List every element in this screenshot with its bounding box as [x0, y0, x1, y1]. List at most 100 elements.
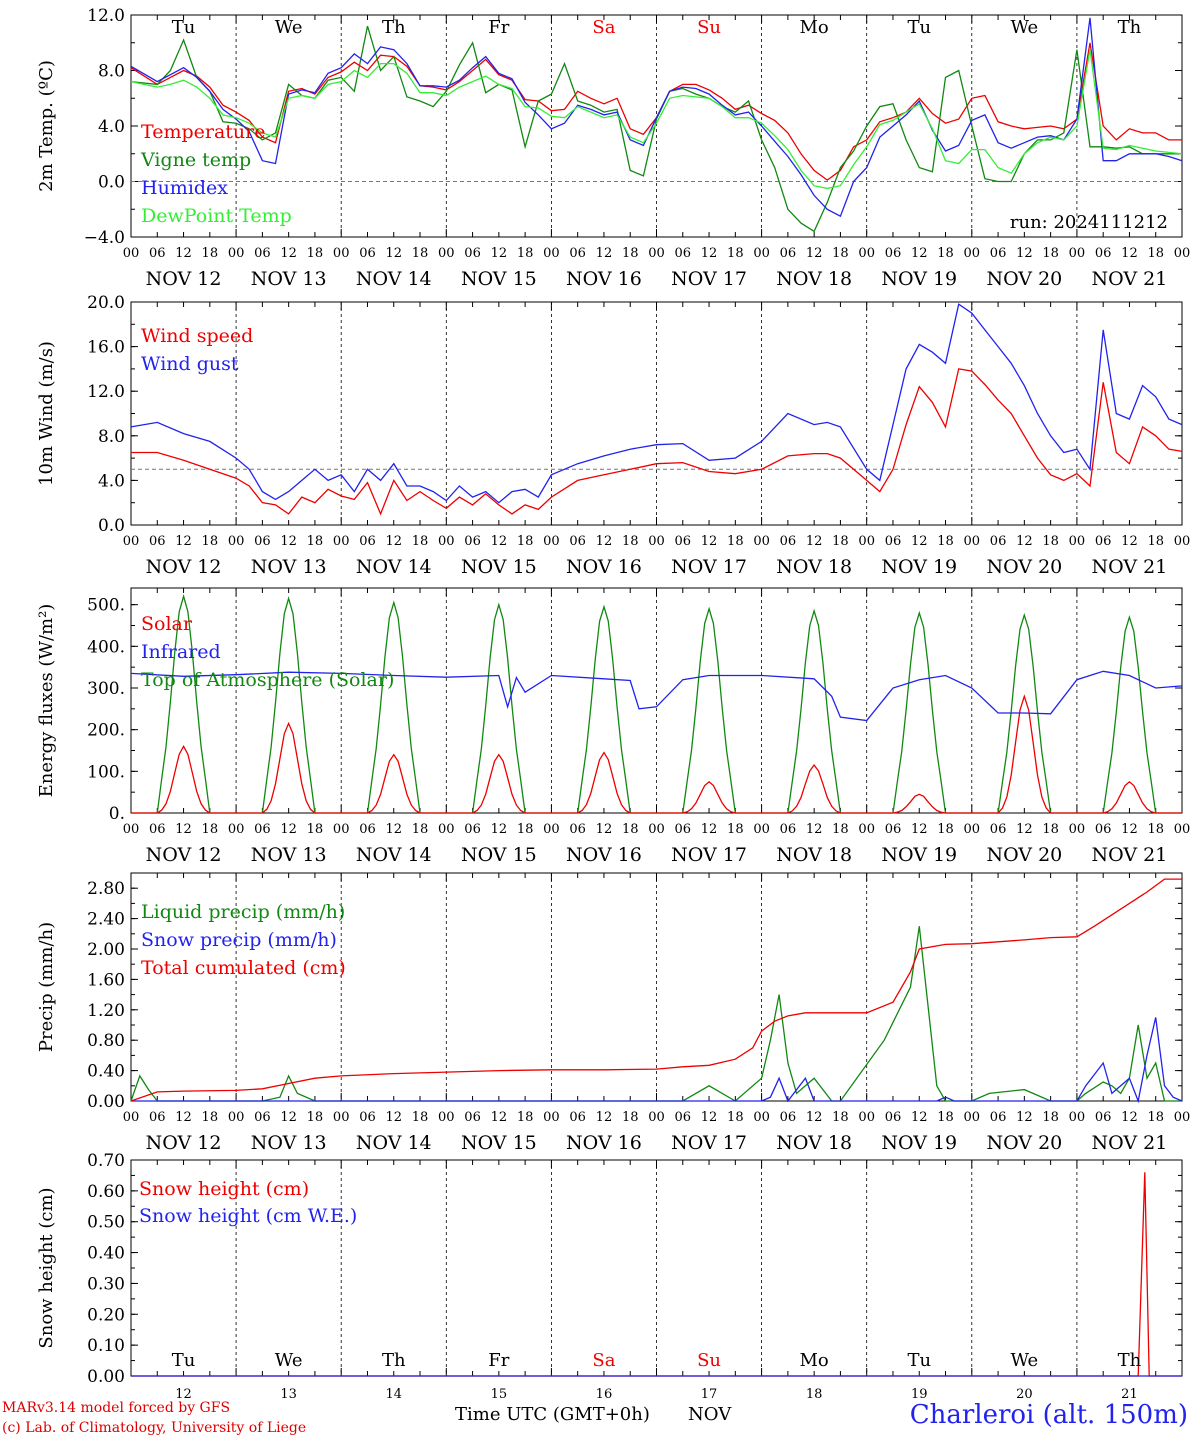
x-hour-label: 12	[1121, 246, 1138, 261]
x-hour-label: 12	[806, 822, 823, 837]
weekday-label: Su	[697, 1350, 721, 1371]
weekday-label: We	[275, 17, 303, 38]
x-hour-label: 06	[675, 1110, 692, 1125]
x-hour-label: 00	[123, 246, 140, 261]
x-hour-label: 06	[464, 1110, 481, 1125]
y-tick-label: 4.0	[98, 117, 125, 137]
x-hour-label: 12	[491, 1110, 508, 1125]
x-hour-label: 00	[753, 534, 770, 549]
y-tick-label: 0.10	[87, 1336, 125, 1356]
x-date-label: NOV 20	[986, 1132, 1062, 1154]
weekday-label: Fr	[488, 17, 509, 38]
x-hour-label: 12	[701, 534, 718, 549]
x-date-label: NOV 17	[671, 556, 747, 578]
plot-frame	[130, 587, 1183, 814]
x-date-label: NOV 17	[671, 268, 747, 290]
x-date-label: NOV 16	[566, 556, 642, 578]
x-hour-label: 12	[596, 1110, 613, 1125]
x-date-label: NOV 17	[671, 1132, 747, 1154]
x-hour-label: 00	[1069, 534, 1086, 549]
y-tick-label: 12.0	[87, 6, 125, 26]
x-hour-label: 18	[832, 822, 849, 837]
x-hour-label: 18	[1042, 1110, 1059, 1125]
x-hour-label: 12	[1121, 822, 1138, 837]
y-tick-label: 12.0	[87, 382, 125, 402]
x-hour-label: 12	[175, 534, 192, 549]
x-hour-label: 06	[464, 534, 481, 549]
x-date-label: NOV 15	[461, 844, 537, 866]
x-hour-label: 06	[569, 246, 586, 261]
y-tick-label: 0.	[109, 804, 125, 824]
series-line	[131, 1017, 1183, 1104]
x-hour-label: 18	[517, 246, 534, 261]
x-date-label: NOV 16	[566, 1132, 642, 1154]
x-hour-label: 00	[858, 534, 875, 549]
x-date-label: NOV 12	[146, 268, 222, 290]
y-tick-label: 4.0	[98, 471, 125, 491]
x-date-label: NOV 20	[986, 556, 1062, 578]
x-hour-label: 00	[438, 1110, 455, 1125]
legend-entry: Temperature	[141, 121, 265, 143]
x-hour-label: 00	[123, 534, 140, 549]
time-axis-title: Time UTC (GMT+0h)	[455, 1404, 650, 1425]
x-date-label: NOV 12	[146, 844, 222, 866]
weekday-label: Fr	[488, 1350, 509, 1371]
series-line	[130, 49, 1183, 190]
x-hour-label: 18	[1147, 246, 1164, 261]
x-hour-label: 00	[648, 534, 665, 549]
series-line	[130, 926, 1182, 1102]
x-hour-label: 00	[648, 246, 665, 261]
x-hour-label: 18	[727, 534, 744, 549]
x-date-label: NOV 16	[566, 844, 642, 866]
x-date-label: NOV 21	[1092, 844, 1168, 866]
y-tick-label: 0.60	[87, 1182, 125, 1202]
y-tick-label: 1.60	[87, 970, 125, 990]
x-hour-label: 06	[359, 246, 376, 261]
x-hour-label: 18	[622, 822, 639, 837]
x-hour-label: 18	[412, 534, 429, 549]
x-hour-label: 06	[885, 246, 902, 261]
x-hour-label: 06	[149, 246, 166, 261]
weekday-label: Th	[382, 1350, 406, 1371]
x-hour-label: 00	[1174, 822, 1191, 837]
weekday-label: Th	[1118, 17, 1142, 38]
x-hour-label: 06	[464, 246, 481, 261]
x-hour-label: 00	[858, 1110, 875, 1125]
x-hour-label: 00	[648, 822, 665, 837]
x-date-label: NOV 13	[251, 1132, 327, 1154]
weekday-label: We	[1011, 1350, 1039, 1371]
x-date-label: NOV 18	[776, 1132, 852, 1154]
x-hour-label: 00	[1174, 246, 1191, 261]
x-date-label: NOV 14	[356, 1132, 432, 1154]
x-hour-label: 00	[1174, 534, 1191, 549]
run-label: run: 2024111212	[1010, 212, 1168, 233]
x-hour-label: 18	[727, 822, 744, 837]
x-hour-label: 12	[280, 534, 297, 549]
y-tick-label: −4.0	[84, 228, 125, 248]
weekday-label: Tu	[172, 17, 196, 38]
x-hour-label: 06	[780, 1110, 797, 1125]
weekday-label: We	[1011, 17, 1039, 38]
y-axis-title: Snow height (cm)	[36, 1187, 57, 1348]
x-hour-label: 06	[885, 534, 902, 549]
weekday-label: Th	[382, 17, 406, 38]
y-tick-label: 500.	[87, 596, 125, 616]
y-tick-label: 300.	[87, 679, 125, 699]
x-hour-label: 12	[280, 1110, 297, 1125]
y-tick-label: 0.0	[98, 516, 125, 536]
x-hour-label: 00	[858, 822, 875, 837]
day-number: 12	[175, 1387, 192, 1402]
x-hour-label: 06	[990, 534, 1007, 549]
legend-entry: Wind gust	[141, 353, 239, 375]
x-hour-label: 18	[412, 822, 429, 837]
weekday-label: Mo	[800, 17, 829, 38]
x-hour-label: 12	[280, 246, 297, 261]
x-hour-label: 06	[149, 1110, 166, 1125]
x-hour-label: 18	[832, 1110, 849, 1125]
x-hour-label: 18	[202, 534, 219, 549]
y-tick-label: 0.50	[87, 1213, 125, 1233]
legend-entry: DewPoint Temp	[141, 205, 292, 227]
credit-line-2: (c) Lab. of Climatology, University of L…	[2, 1420, 307, 1436]
x-hour-label: 06	[254, 1110, 271, 1125]
legend-entry: Snow height (cm)	[139, 1178, 309, 1200]
